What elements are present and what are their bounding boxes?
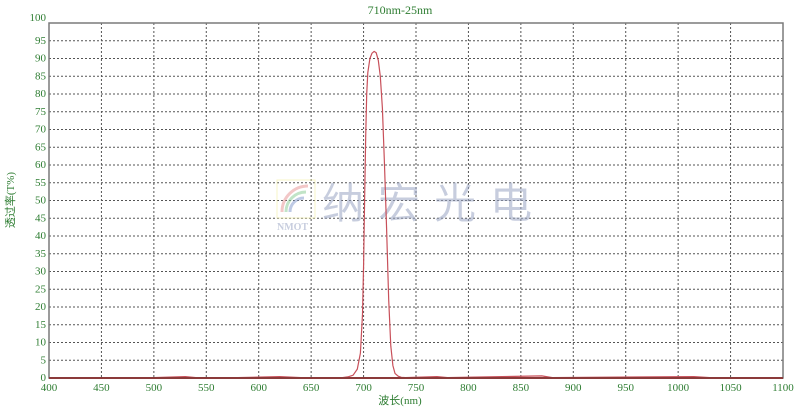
logo-arc-red (280, 184, 309, 213)
logo-arc-blue (288, 196, 305, 213)
x-tick-label: 550 (198, 382, 215, 394)
y-tick-label: 5 (41, 354, 47, 366)
y-tick-label: 45 (35, 212, 47, 224)
watermark: NMOT 纳宏光电 (276, 179, 546, 233)
y-tick-label: 40 (35, 230, 47, 242)
x-tick-label: 750 (408, 382, 425, 394)
y-tick-label: 35 (35, 248, 47, 260)
grid (49, 23, 783, 378)
x-tick-label: 700 (355, 382, 372, 394)
x-tick-label: 1050 (720, 382, 743, 394)
axes (48, 22, 784, 379)
y-axis-label: 透过率(T%) (3, 172, 17, 229)
logo-text: NMOT (277, 222, 308, 233)
y-tick-label: 10 (35, 337, 47, 349)
y-tick-label: 30 (35, 266, 47, 278)
y-tick-label: 65 (35, 141, 47, 153)
x-tick-label: 450 (93, 382, 110, 394)
y-tick-label: 15 (35, 319, 47, 331)
chart-title: 710nm-25nm (368, 3, 433, 17)
x-tick-label: 850 (513, 382, 530, 394)
x-tick-label: 800 (460, 382, 477, 394)
y-tick-label: 50 (35, 195, 47, 207)
x-tick-label: 950 (617, 382, 634, 394)
x-axis-label: 波长(nm) (378, 394, 422, 407)
y-tick-label: 85 (35, 70, 47, 82)
y-tick-label: 70 (35, 124, 47, 136)
x-tick-label: 900 (565, 382, 582, 394)
x-tick-label: 400 (41, 382, 58, 394)
watermark-text: 纳宏光电 (322, 181, 546, 228)
y-tick-label: 100 (30, 12, 47, 24)
y-tick-label: 20 (35, 301, 47, 313)
x-tick-label: 500 (146, 382, 163, 394)
x-tick-label: 1000 (667, 382, 690, 394)
y-tick-label: 90 (35, 53, 47, 65)
x-tick-label: 1100 (772, 382, 794, 394)
y-tick-label: 75 (35, 106, 47, 118)
x-tick-label: 600 (250, 382, 267, 394)
x-tick-label: 650 (303, 382, 320, 394)
y-tick-label: 0 (41, 372, 47, 384)
y-tick-label: 60 (35, 159, 47, 171)
y-tick-label: 95 (35, 35, 47, 47)
y-tick-label: 80 (35, 88, 47, 100)
y-tick-label: 55 (35, 177, 47, 189)
tick-labels: 400 450 500 550 600 650 700 750 800 850 900 950 1000… (30, 12, 795, 394)
logo-arc-green (284, 190, 307, 213)
y-tick-label: 25 (35, 283, 47, 295)
logo-frame (276, 179, 316, 219)
